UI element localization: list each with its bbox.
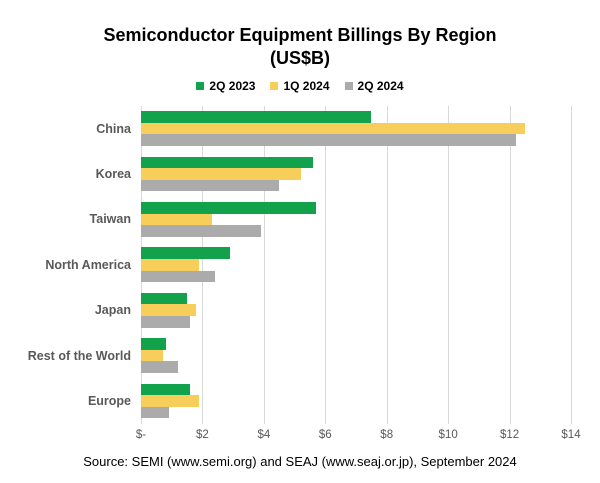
bar-group-rest-of-the-world [141, 333, 571, 378]
x-axis: $- $2 $4 $6 $8 $10 $12 $14 [136, 424, 581, 442]
bar-taiwan-2q-2023 [141, 202, 317, 214]
bar-europe-1q-2024 [141, 395, 200, 407]
x-tick-label-8: $8 [380, 429, 394, 441]
chart-title-block: Semiconductor Equipment Billings By Regi… [0, 0, 600, 70]
bar-group-europe [141, 378, 571, 423]
legend-swatch-2q-2023 [196, 81, 205, 90]
bar-group-china [141, 106, 571, 151]
legend-label: 1Q 2024 [283, 78, 330, 93]
legend-item-1q-2024: 1Q 2024 [270, 78, 330, 93]
bar-korea-2q-2023 [141, 156, 313, 169]
bar-north-america-2q-2023 [141, 247, 231, 260]
bar-korea-1q-2024 [141, 168, 301, 180]
legend-swatch-1q-2024 [270, 81, 279, 90]
bar-japan-1q-2024 [141, 304, 197, 317]
bar-group-japan [141, 288, 571, 333]
bar-china-2q-2023 [141, 111, 372, 123]
gridline-14 [571, 106, 572, 424]
bar-north-america-2q-2024 [141, 270, 215, 283]
gridline-8 [386, 106, 388, 424]
legend-item-2q-2023: 2Q 2023 [196, 79, 255, 93]
gridline-4 [263, 106, 265, 424]
bar-korea-2q-2024 [141, 179, 280, 192]
bar-europe-2q-2024 [141, 406, 169, 419]
bar-europe-2q-2023 [141, 383, 191, 396]
bar-japan-2q-2023 [141, 292, 188, 305]
legend: 2Q 2023 1Q 2024 2Q 2024 [0, 78, 600, 93]
bar-taiwan-2q-2024 [141, 225, 261, 237]
gridline-2 [202, 106, 204, 424]
category-labels: China Korea Taiwan North America Japan Rest o… [0, 106, 141, 442]
bar-group-taiwan [141, 197, 571, 242]
category-label-china: China [96, 121, 131, 136]
bar-rows [141, 106, 571, 424]
category-label-rest-of-the-world: Rest of the World [27, 348, 131, 363]
chart-subtitle: (US$B) [269, 48, 330, 68]
category-label-japan: Japan [94, 303, 131, 318]
plot-area [141, 106, 572, 424]
bar-taiwan-1q-2024 [141, 213, 212, 226]
gridline-6 [325, 106, 327, 424]
x-tick-label-10: $10 [438, 429, 458, 441]
bar-group-korea [141, 151, 571, 196]
bar-rest-of-the-world-1q-2024 [141, 349, 163, 362]
source-note: Source: SEMI (www.semi.org) and SEAJ (ww… [83, 454, 517, 469]
x-tick-label-4: $4 [257, 429, 271, 441]
x-tick-label-6: $6 [318, 429, 332, 441]
plot-column: $- $2 $4 $6 $8 $10 $12 $14 [136, 106, 581, 442]
x-tick-label-14: $14 [561, 429, 581, 441]
x-tick-label-12: $12 [499, 429, 520, 441]
bar-rest-of-the-world-2q-2024 [141, 361, 178, 374]
legend-label: 2Q 2023 [209, 78, 256, 93]
bar-china-1q-2024 [141, 122, 525, 135]
x-tick-label-0: $- [135, 429, 147, 441]
chart-title: Semiconductor Equipment Billings By Regi… [103, 25, 497, 45]
bar-rest-of-the-world-2q-2023 [141, 338, 166, 350]
legend-swatch-2q-2024 [344, 81, 353, 90]
bar-japan-2q-2024 [141, 316, 191, 328]
category-label-north-america: North America [45, 257, 131, 272]
legend-label: 2Q 2024 [357, 78, 404, 93]
bar-china-2q-2024 [141, 134, 516, 147]
gridline-10 [448, 106, 450, 424]
bar-north-america-1q-2024 [141, 259, 200, 271]
category-label-europe: Europe [87, 394, 131, 409]
gridline-12 [509, 106, 511, 424]
category-label-taiwan: Taiwan [89, 212, 131, 227]
category-label-korea: Korea [95, 167, 131, 182]
bar-chart: China Korea Taiwan North America Japan Rest o… [0, 106, 600, 442]
legend-item-2q-2024: 2Q 2024 [344, 78, 404, 93]
bar-group-north-america [141, 242, 571, 287]
x-tick-label-2: $2 [196, 429, 209, 441]
